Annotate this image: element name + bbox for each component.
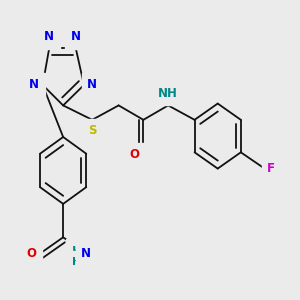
Text: O: O xyxy=(129,148,140,161)
Text: N: N xyxy=(81,247,91,260)
Text: S: S xyxy=(88,124,97,137)
Text: H: H xyxy=(71,245,81,258)
Text: N: N xyxy=(87,79,97,92)
Text: NH: NH xyxy=(158,87,178,100)
Text: H: H xyxy=(72,257,81,267)
Text: N: N xyxy=(29,79,39,92)
Text: N: N xyxy=(71,30,81,43)
Text: O: O xyxy=(27,247,37,260)
Text: F: F xyxy=(267,162,275,175)
Text: N: N xyxy=(44,30,54,43)
